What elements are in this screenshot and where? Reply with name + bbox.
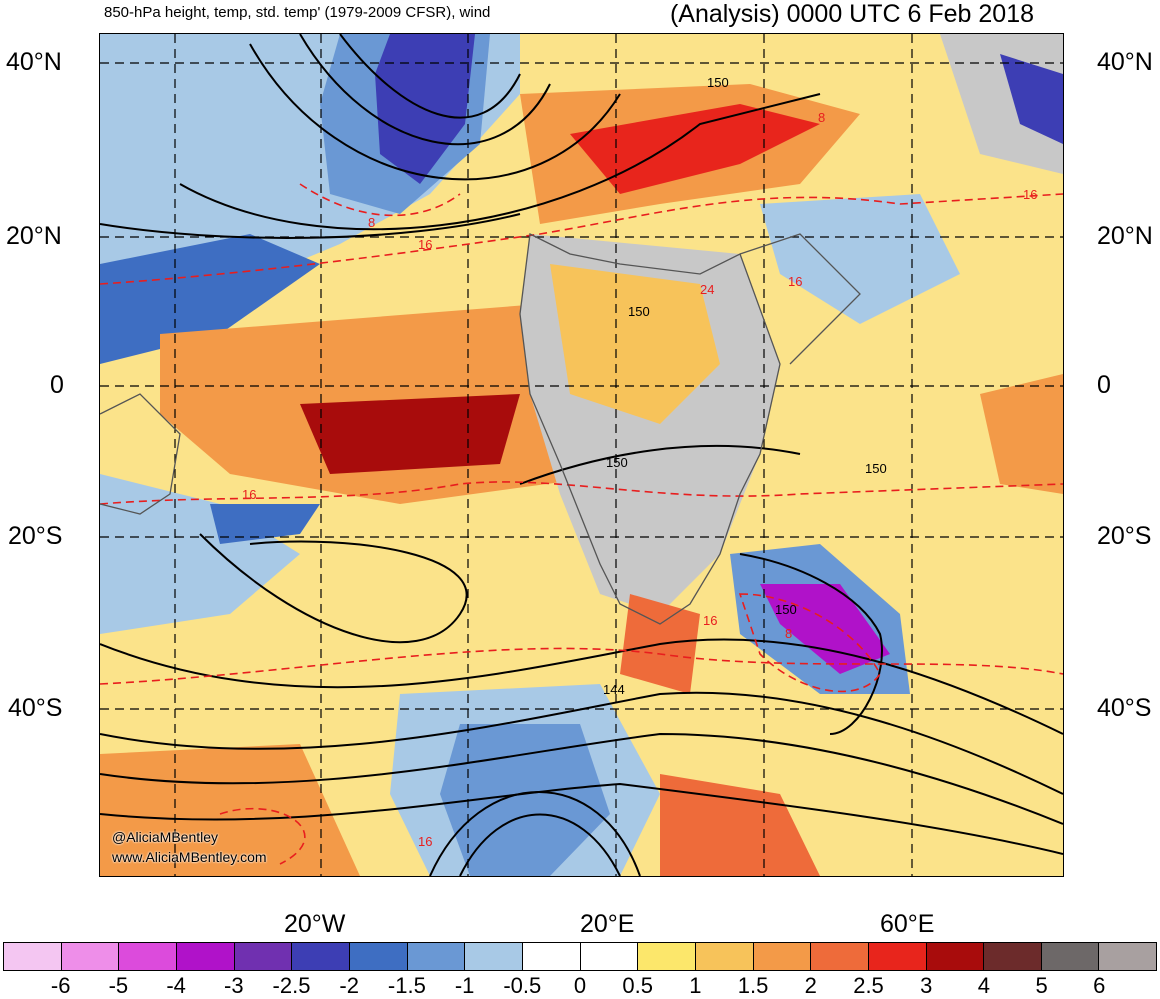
colorbar-swatch: [61, 943, 120, 970]
height-label: 150: [775, 602, 797, 617]
colorbar-swatch: [176, 943, 235, 970]
colorbar-swatch: [695, 943, 754, 970]
colorbar-swatch: [465, 943, 523, 970]
height-label: 150: [865, 461, 887, 476]
colorbar-swatch: [1099, 943, 1157, 970]
colorbar-label: 0: [573, 973, 587, 998]
temp-label: 16: [788, 274, 802, 289]
temp-label: 8: [818, 110, 825, 125]
field-cold-asia: [1000, 54, 1063, 144]
colorbar-label: -4: [166, 973, 186, 998]
colorbar-label: 1.5: [737, 973, 769, 998]
lat-label-right: 20°N: [1097, 222, 1153, 250]
colorbar-label: 1: [689, 973, 702, 998]
colorbar-label: -2.5: [272, 973, 311, 998]
field-warm-southeast: [660, 774, 820, 876]
colorbar-label: -3: [224, 973, 244, 998]
colorbar-label: -5: [108, 973, 129, 998]
temp-label: 16: [418, 834, 432, 849]
colorbar-swatch: [926, 943, 985, 970]
map-panel: 150 150 150 150 150 144 16 16 24 16 8 16…: [99, 33, 1064, 877]
watermark-handle: @AliciaMBentley: [112, 829, 219, 845]
field-cold-sio-core: [760, 584, 890, 674]
lat-label-left: 40°S: [8, 694, 63, 722]
lat-label-left: 40°N: [6, 48, 62, 76]
colorbar-swatch: [407, 943, 466, 970]
colorbar-label: 2.5: [853, 973, 884, 998]
analysis-time-title: (Analysis) 0000 UTC 6 Feb 2018: [669, 0, 1034, 28]
lat-label-left: 20°N: [6, 222, 62, 250]
colorbar-label: 6: [1093, 973, 1106, 998]
colorbar-label: -1: [454, 973, 475, 998]
height-label: 150: [628, 304, 650, 319]
colorbar-swatch: [638, 943, 696, 970]
field-cold-southern-2: [440, 724, 610, 876]
temp-label: 16: [703, 613, 717, 628]
temp-label: 16: [418, 237, 432, 252]
colorbar-swatch: [753, 943, 812, 970]
lon-label: 20°W: [284, 910, 346, 938]
lat-label-left: 0: [50, 371, 64, 399]
colorbar-label: -2: [339, 973, 359, 998]
temp-label: 16: [242, 487, 256, 502]
field-cold-arabia: [760, 194, 960, 324]
colorbar-swatch: [1041, 943, 1100, 970]
temp-label: 16: [1023, 187, 1037, 202]
temperature-contours: [100, 183, 1063, 865]
field-warm-cafrica: [550, 264, 720, 424]
height-labels: 150 150 150 150 150 144: [603, 75, 887, 697]
lat-label-right: 0: [1097, 371, 1111, 399]
colorbar-swatch: [984, 943, 1042, 970]
colorbar-swatch: [292, 943, 350, 970]
lat-label-right: 40°N: [1097, 48, 1153, 76]
field-warm-equator-core: [300, 394, 520, 474]
colorbar-label: -6: [50, 973, 71, 998]
field-warm-eio: [980, 374, 1063, 494]
colorbar-swatch: [811, 943, 869, 970]
height-label: 150: [606, 455, 628, 470]
field-warm-southwest: [100, 744, 360, 876]
coastlines: [100, 233, 861, 625]
temp-label: 8: [785, 626, 792, 641]
colorbar-swatch: [522, 943, 581, 970]
lon-label: 20°E: [580, 910, 635, 938]
height-label: 150: [707, 75, 729, 90]
colorbar-label: 2: [804, 973, 817, 998]
colorbar-label: -1.5: [387, 973, 426, 998]
colorbar-label: 3: [920, 973, 933, 998]
height-label: 144: [603, 682, 625, 697]
temp-label: 8: [368, 215, 375, 230]
colorbar-label: 5: [1035, 973, 1048, 998]
temperature-labels: 16 16 24 16 8 16 8 8 16 16: [242, 110, 1037, 849]
lat-label-right: 40°S: [1097, 694, 1152, 722]
lon-label: 60°E: [880, 910, 935, 938]
colorbar-swatch: [349, 943, 408, 970]
field-warm-nafrica-core: [570, 104, 820, 194]
field-cold-satl-2: [210, 504, 320, 544]
field-cold-band: [100, 234, 320, 364]
colorbar-swatch: [4, 943, 62, 970]
colorbar-label: 0.5: [622, 973, 653, 998]
watermark-url: www.AliciaMBentley.com: [112, 849, 267, 865]
colorbar-swatch: [580, 943, 639, 970]
lat-label-right: 20°S: [1097, 522, 1152, 550]
lat-label-left: 20°S: [8, 522, 63, 550]
height-contours: [100, 34, 1063, 876]
temp-label: 24: [700, 282, 714, 297]
colorbar: [3, 942, 1157, 971]
colorbar-label: 4: [977, 973, 991, 998]
colorbar-swatch: [868, 943, 927, 970]
colorbar-swatch: [119, 943, 177, 970]
colorbar-label: -0.5: [503, 973, 542, 998]
colorbar-swatch: [234, 943, 293, 970]
field-cold-satl: [100, 474, 300, 634]
chart-subtitle: 850-hPa height, temp, std. temp' (1979-2…: [104, 4, 491, 21]
map-canvas: 150 150 150 150 150 144 16 16 24 16 8 16…: [100, 34, 1063, 876]
